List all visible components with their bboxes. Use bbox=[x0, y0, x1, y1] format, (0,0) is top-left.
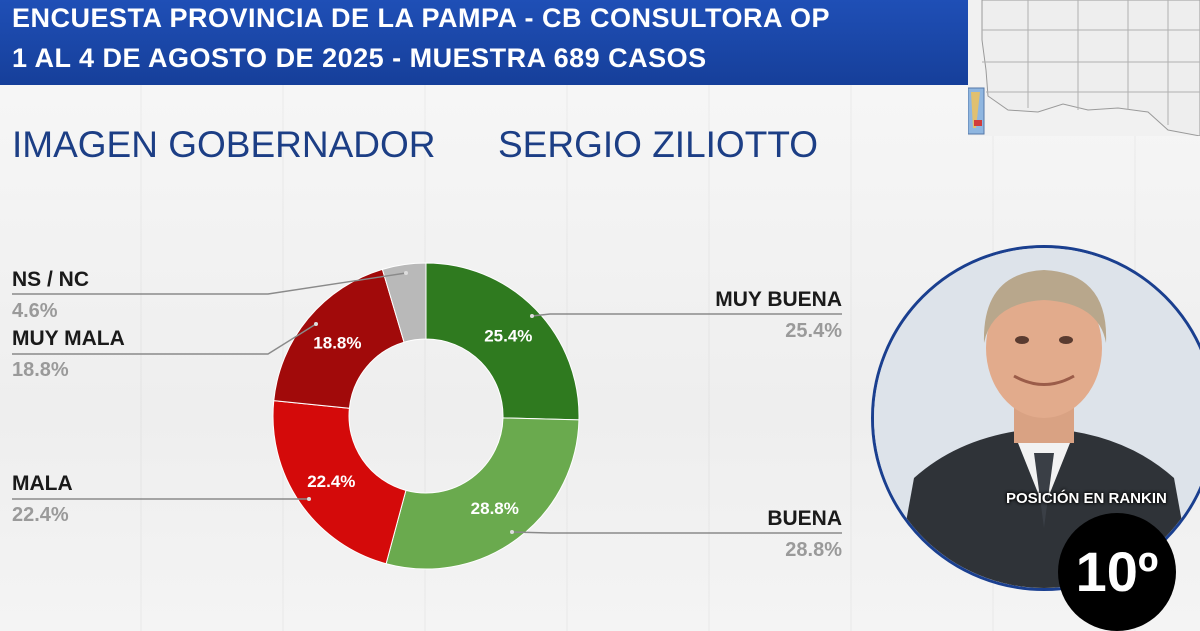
slice-buena bbox=[385, 417, 580, 570]
ranking-label: POSICIÓN EN RANKIN bbox=[1006, 490, 1167, 507]
label-value-mala: 22.4% bbox=[12, 504, 69, 526]
donut-chart: 25.4% MUY BUENA 25.4% 28.8% BUENA 28.8% 22.4% M… bbox=[12, 262, 842, 570]
label-value-buena: 28.8% bbox=[785, 539, 842, 561]
leader-muy-mala bbox=[12, 323, 317, 355]
label-name-muy-mala: MUY MALA bbox=[12, 327, 125, 350]
donut-slices bbox=[272, 262, 580, 570]
leader-buena bbox=[511, 531, 842, 534]
chart-title-name: SERGIO ZILIOTTO bbox=[498, 124, 819, 165]
slice-ns-nc bbox=[381, 262, 427, 343]
label-value-ns-nc: 4.6% bbox=[12, 300, 58, 322]
province-map bbox=[967, 0, 1200, 137]
slice-muy-buena bbox=[425, 262, 580, 421]
ranking-badge: 10º bbox=[1058, 513, 1176, 631]
leader-ns-nc bbox=[12, 272, 407, 295]
slice-value-muy-buena: 25.4% bbox=[484, 327, 532, 346]
header-line-1: ENCUESTA PROVINCIA DE LA PAMPA - CB CONS… bbox=[12, 3, 831, 33]
leader-dot-muy-buena bbox=[530, 314, 534, 318]
label-name-buena: BUENA bbox=[767, 507, 842, 530]
leader-dot-ns-nc bbox=[404, 271, 408, 275]
slice-value-buena: 28.8% bbox=[471, 499, 519, 518]
label-value-muy-mala: 18.8% bbox=[12, 359, 69, 381]
label-name-muy-buena: MUY BUENA bbox=[715, 288, 842, 311]
leader-dot-mala bbox=[307, 497, 311, 501]
slice-mala bbox=[272, 400, 407, 565]
leader-lines bbox=[12, 271, 842, 534]
chart-labels: 25.4% MUY BUENA 25.4% 28.8% BUENA 28.8% 22.4% M… bbox=[12, 268, 842, 561]
province-map-icon bbox=[967, 0, 1200, 137]
leader-dot-buena bbox=[510, 530, 514, 534]
leader-dot-muy-mala bbox=[314, 322, 318, 326]
header-line-2: 1 AL 4 DE AGOSTO DE 2025 - MUESTRA 689 C… bbox=[12, 43, 707, 73]
label-name-ns-nc: NS / NC bbox=[12, 268, 89, 291]
slice-value-mala: 22.4% bbox=[307, 472, 355, 491]
header-banner: ENCUESTA PROVINCIA DE LA PAMPA - CB CONS… bbox=[0, 0, 968, 85]
label-name-mala: MALA bbox=[12, 472, 73, 495]
slice-value-muy-mala: 18.8% bbox=[313, 334, 361, 353]
leader-muy-buena bbox=[531, 313, 842, 317]
chart-title-imagen: IMAGEN GOBERNADOR bbox=[12, 124, 436, 165]
slice-muy-mala bbox=[273, 268, 405, 409]
label-value-muy-buena: 25.4% bbox=[785, 320, 842, 342]
